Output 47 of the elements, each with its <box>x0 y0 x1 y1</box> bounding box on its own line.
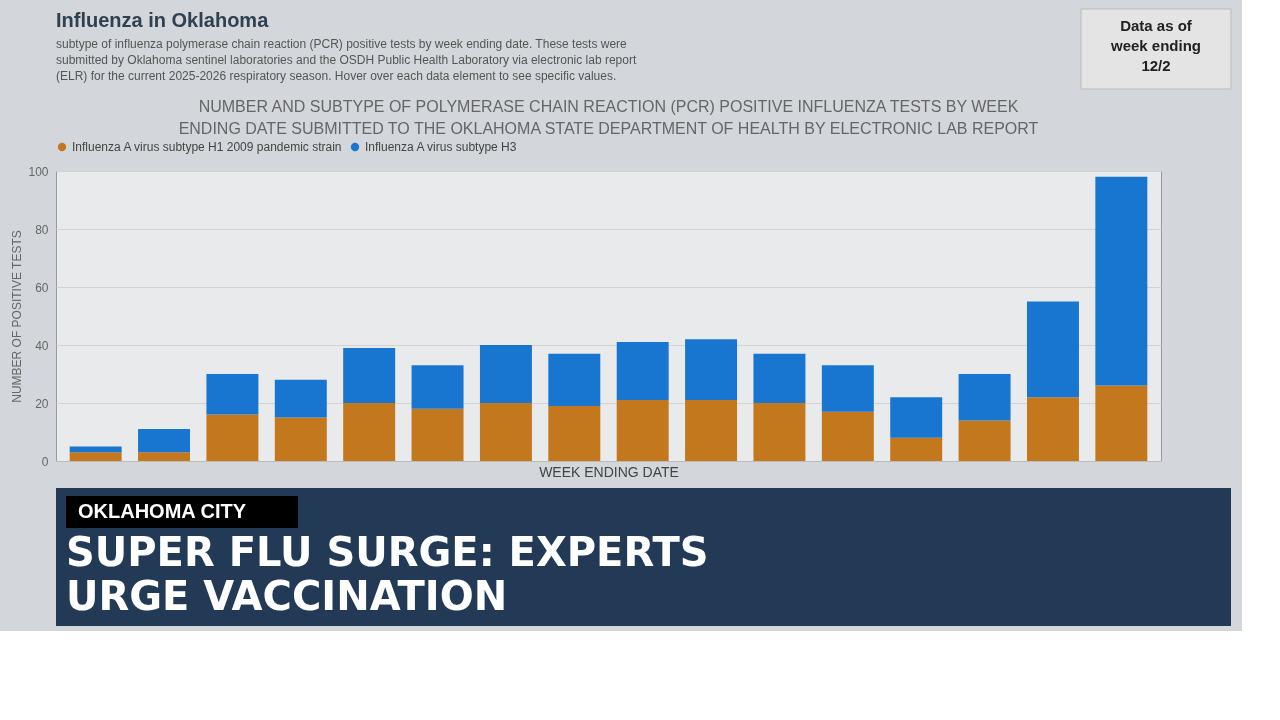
text: subtype of influenza polymerase chain reaction (PCR) positive tests by week ending date. These tests were submitted by Oklahoma sentinel laboratories and the OSDH Public Health Laboratory via electronic lab report (ELR) for the current 2025-2026 respiratory season. Hover over each data element to see specific values. <box>56 37 637 83</box>
text: Influenza in Oklahoma <box>56 9 270 31</box>
bar <box>411 408 464 461</box>
bar <box>343 403 396 461</box>
bar <box>206 414 259 461</box>
y-axis-title: NUMBER OF POSITIVE TESTS <box>10 230 25 403</box>
bar <box>616 400 669 461</box>
bar <box>1026 301 1079 398</box>
bar <box>890 437 943 461</box>
text: OKLAHOMA CITY <box>78 500 247 522</box>
bar <box>753 403 806 461</box>
bar <box>958 420 1011 461</box>
bar <box>1095 385 1148 461</box>
x-axis-title: WEEK ENDING DATE <box>539 463 679 480</box>
bar <box>69 452 122 461</box>
bar <box>479 345 532 403</box>
legend-label: Influenza A virus subtype H3 <box>365 140 517 154</box>
text: Data as of week ending 12/2 <box>1109 17 1202 74</box>
y-tick-label: 100 <box>28 164 49 179</box>
bar <box>753 353 806 403</box>
bar <box>411 365 464 409</box>
y-tick-label: 40 <box>35 338 49 353</box>
bar <box>274 417 327 461</box>
bar <box>685 400 738 461</box>
bar <box>548 405 601 461</box>
bar <box>1026 397 1079 461</box>
bar <box>1095 176 1148 386</box>
bar <box>821 365 874 412</box>
chart-title: NUMBER AND SUBTYPE OF POLYMERASE CHAIN REACTION (PCR) POSITIVE INFLUENZA TESTS BY WEEK ENDING DATE SUBMITTED TO THE OKLAHOMA STATE DEPARTMENT OF HEALTH BY ELECTRONIC LAB REPORT <box>178 98 1039 137</box>
bar <box>685 339 738 401</box>
bar <box>890 397 943 438</box>
bar <box>548 353 601 406</box>
y-tick-label: 80 <box>35 222 49 237</box>
bar <box>343 347 396 403</box>
bar <box>138 429 191 453</box>
y-tick-label: 60 <box>35 280 49 295</box>
y-tick-label: 0 <box>41 454 49 469</box>
y-tick-label: 20 <box>35 396 49 411</box>
bar <box>274 379 327 418</box>
legend-label: Influenza A virus subtype H1 2009 pandemic strain <box>72 140 342 154</box>
bar <box>479 403 532 461</box>
bar <box>821 411 874 461</box>
bar <box>206 374 259 415</box>
bar <box>958 374 1011 421</box>
text: SUPER FLU SURGE: EXPERTS URGE VACCINATION <box>66 529 709 619</box>
bar <box>138 452 191 461</box>
bar <box>616 342 669 401</box>
